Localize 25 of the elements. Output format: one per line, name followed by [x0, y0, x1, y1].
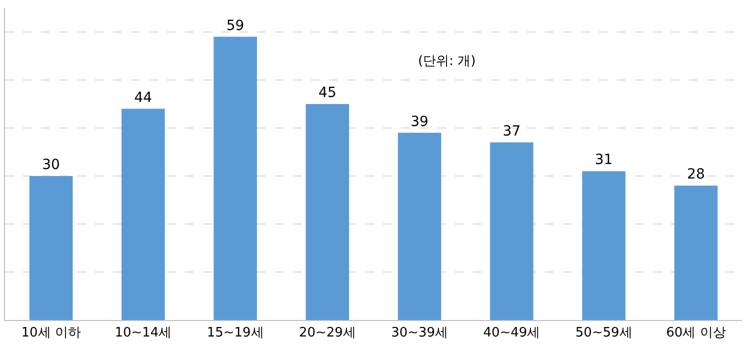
bar: [122, 108, 165, 320]
x-tick-label: 50~59세: [575, 326, 632, 341]
bar: [29, 176, 73, 320]
data-label: 44: [134, 90, 152, 106]
x-tick-label: 60세 이상: [666, 326, 726, 341]
annotation: (단위: 개): [418, 54, 476, 69]
x-tick-label: 10~14세: [114, 326, 172, 341]
bar: [306, 104, 350, 320]
bar: [214, 36, 257, 320]
x-tick-label: 10세 이하: [21, 326, 81, 341]
bar: [674, 186, 718, 320]
bar: [490, 142, 534, 320]
data-label: 45: [318, 85, 336, 101]
data-label: 37: [502, 123, 521, 140]
x-tick-label: 30~39세: [391, 326, 448, 341]
data-label: 28: [687, 166, 705, 183]
data-label: 39: [410, 114, 428, 130]
data-label: 31: [594, 152, 613, 168]
data-label: 59: [226, 18, 244, 34]
bar: [582, 171, 626, 320]
x-tick-label: 15~19세: [206, 326, 264, 341]
bar: [398, 132, 442, 320]
data-label: 30: [42, 157, 60, 173]
x-tick-label: 40~49세: [483, 326, 540, 341]
x-tick-label: 20~29세: [298, 326, 356, 341]
